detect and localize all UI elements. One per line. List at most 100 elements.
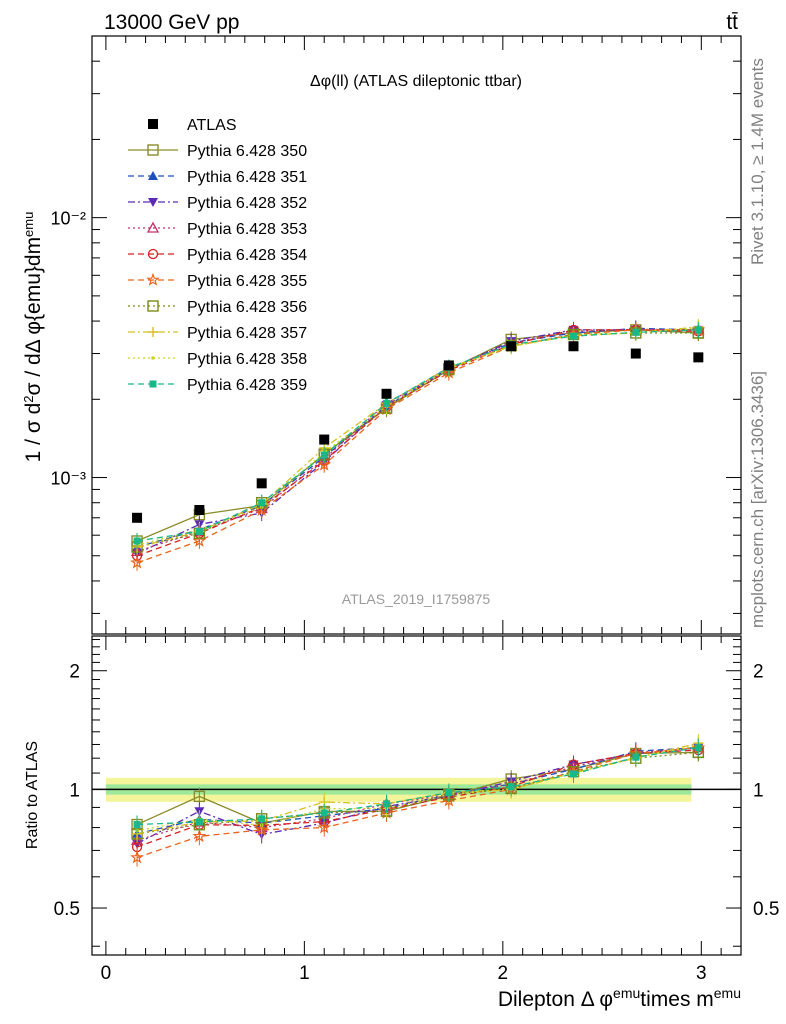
mcplots-label: mcplots.cern.ch [arXiv:1306.3436] xyxy=(748,371,767,628)
x-axis-label: Dilepton Δ φemutimes memu xyxy=(498,985,741,1011)
ratio-point xyxy=(258,815,266,823)
atlas-data-point xyxy=(630,348,641,359)
ratio-series-layer xyxy=(130,734,706,867)
data-point xyxy=(130,555,144,569)
legend-label: Pythia 6.428 353 xyxy=(187,221,307,238)
legend-label: ATLAS xyxy=(187,117,237,134)
main-y-axis-label: 1 / σ d2σ / dΔ φ{emu}dmemu xyxy=(21,212,46,463)
legend-label: Pythia 6.428 356 xyxy=(187,299,307,316)
atlas-data-point xyxy=(381,388,392,399)
ratio-y-tick-label-left: 2 xyxy=(69,662,80,683)
series-line xyxy=(136,329,699,542)
data-point xyxy=(192,533,207,547)
main-y-tick-label: 10⁻² xyxy=(50,209,86,229)
ratio-x-tick-label: 0 xyxy=(101,963,112,984)
legend-label: Pythia 6.428 354 xyxy=(187,247,307,264)
data-series-group xyxy=(132,341,704,523)
legend-label: Pythia 6.428 355 xyxy=(187,273,307,290)
ratio-series-line xyxy=(136,751,699,826)
ratio-y-tick-label-right: 0.5 xyxy=(753,899,779,920)
ratio-point xyxy=(195,818,203,826)
legend-marker xyxy=(147,144,159,156)
ratio-point xyxy=(445,789,453,797)
atlas-data-point xyxy=(194,505,205,516)
ratio-y-tick-label-left: 0.5 xyxy=(54,899,80,920)
atlas-data-point xyxy=(693,352,704,363)
ratio-point xyxy=(569,770,577,778)
ratio-point xyxy=(133,821,141,829)
atlas-data-point xyxy=(256,478,267,489)
data-point xyxy=(632,328,640,336)
legend-marker xyxy=(148,119,158,129)
series-line xyxy=(136,329,699,555)
ratio-point xyxy=(320,809,328,817)
ratio-point xyxy=(192,829,207,843)
ratio-uncertainty-band xyxy=(92,777,741,802)
main-plot-panel: Δφ(ll) (ATLAS dileptonic ttbar) ATLAS_20… xyxy=(50,35,742,635)
legend-label: Pythia 6.428 357 xyxy=(187,325,307,342)
atlas-data-point xyxy=(132,512,143,523)
atlas-data-point xyxy=(319,434,330,445)
data-point xyxy=(133,537,141,545)
ratio-series-group xyxy=(133,738,702,834)
ratio-y-tick-label-right: 2 xyxy=(753,662,764,683)
legend-marker xyxy=(148,327,158,337)
atlas-data-point xyxy=(443,360,454,371)
ratio-y-axis-label: Ratio to ATLAS xyxy=(24,741,41,849)
main-series-layer xyxy=(130,318,706,571)
ratio-y-tick-label-right: 1 xyxy=(753,780,764,801)
legend-label: Pythia 6.428 350 xyxy=(187,143,307,160)
legend-label: Pythia 6.428 352 xyxy=(187,195,307,212)
legend-marker xyxy=(151,356,155,360)
data-point xyxy=(320,451,328,459)
ratio-x-tick-label: 1 xyxy=(299,963,310,984)
ratio-point xyxy=(694,744,702,752)
main-y-tick-label: 10⁻³ xyxy=(50,469,86,489)
legend-marker xyxy=(146,272,160,286)
data-point xyxy=(317,457,332,471)
atlas-data-point xyxy=(506,341,517,352)
ratio-series-line xyxy=(137,747,699,826)
main-y-axis: 10⁻³ 10⁻² xyxy=(50,35,741,614)
legend-marker xyxy=(147,248,159,260)
ratio-series-line xyxy=(136,747,699,859)
ratio-x-tick-label: 2 xyxy=(498,963,509,984)
legend-label: Pythia 6.428 359 xyxy=(187,377,307,394)
data-point xyxy=(569,332,577,340)
legend-marker xyxy=(148,171,158,180)
atlas-data-point xyxy=(568,341,579,352)
ratio-x-tick-label: 3 xyxy=(696,963,707,984)
analysis-watermark: ATLAS_2019_I1759875 xyxy=(342,591,491,607)
ratio-point xyxy=(507,783,515,791)
data-point xyxy=(258,499,266,507)
ratio-point xyxy=(130,850,144,864)
legend-marker xyxy=(148,198,158,207)
rivet-version-label: Rivet 3.1.10, ≥ 1.4M events xyxy=(748,58,767,265)
ratio-point xyxy=(317,820,332,834)
ratio-series-line xyxy=(136,747,699,845)
legend-marker xyxy=(146,221,160,233)
series-line xyxy=(136,332,699,548)
ratio-y-tick-label-left: 1 xyxy=(69,780,80,801)
main-x-axis xyxy=(105,36,722,634)
legend-label: Pythia 6.428 358 xyxy=(187,351,307,368)
ratio-series-line xyxy=(136,747,699,841)
energy-label: 13000 GeV pp xyxy=(104,11,239,34)
ratio-x-axis: 0 1 2 3 xyxy=(101,636,722,984)
main-plot-frame xyxy=(91,35,742,635)
series-line xyxy=(136,327,699,548)
data-point xyxy=(694,326,702,334)
process-label: tt̄ xyxy=(726,11,738,34)
ratio-point xyxy=(632,753,640,761)
series-line xyxy=(136,329,699,564)
data-point xyxy=(383,399,391,407)
ratio-y-axis: 0.5 0.5 1 1 2 2 xyxy=(54,639,779,947)
ratio-plot-frame xyxy=(91,635,742,956)
ratio-point xyxy=(193,790,206,803)
plot-title: Δφ(ll) (ATLAS dileptonic ttbar) xyxy=(310,73,522,90)
legend-label: Pythia 6.428 351 xyxy=(187,169,307,186)
ratio-plot-panel: 0.5 0.5 1 1 2 2 0 1 2 3 xyxy=(54,635,779,984)
ratio-point xyxy=(383,800,391,808)
series-line xyxy=(136,328,699,552)
